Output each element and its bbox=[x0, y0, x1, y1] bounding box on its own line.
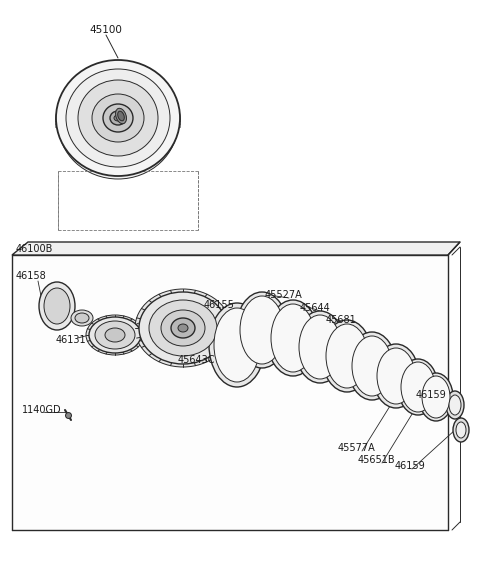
Ellipse shape bbox=[89, 317, 141, 353]
Ellipse shape bbox=[118, 111, 124, 121]
Text: 45577A: 45577A bbox=[338, 443, 376, 453]
Text: 46159: 46159 bbox=[395, 461, 426, 471]
Ellipse shape bbox=[352, 336, 392, 396]
Text: 45643C: 45643C bbox=[178, 355, 216, 365]
Ellipse shape bbox=[110, 111, 126, 125]
Text: 45681: 45681 bbox=[326, 315, 357, 325]
Ellipse shape bbox=[326, 324, 368, 388]
Ellipse shape bbox=[95, 321, 135, 349]
Ellipse shape bbox=[398, 359, 438, 415]
Polygon shape bbox=[12, 242, 460, 255]
Ellipse shape bbox=[86, 315, 144, 355]
Ellipse shape bbox=[103, 104, 133, 132]
Ellipse shape bbox=[39, 282, 75, 330]
Ellipse shape bbox=[299, 315, 341, 379]
Ellipse shape bbox=[295, 311, 345, 383]
Ellipse shape bbox=[267, 300, 319, 376]
Polygon shape bbox=[12, 255, 448, 530]
Text: 46131: 46131 bbox=[56, 335, 86, 345]
Ellipse shape bbox=[92, 94, 144, 142]
Ellipse shape bbox=[240, 296, 284, 364]
Ellipse shape bbox=[66, 69, 170, 167]
Ellipse shape bbox=[236, 292, 288, 368]
Ellipse shape bbox=[401, 362, 435, 412]
Ellipse shape bbox=[377, 348, 415, 404]
Text: 45651B: 45651B bbox=[358, 455, 396, 465]
Ellipse shape bbox=[105, 328, 125, 342]
Ellipse shape bbox=[44, 288, 70, 324]
Text: 45527A: 45527A bbox=[265, 290, 303, 300]
Ellipse shape bbox=[348, 332, 396, 400]
Ellipse shape bbox=[116, 108, 126, 124]
Ellipse shape bbox=[149, 300, 217, 356]
Ellipse shape bbox=[322, 320, 372, 392]
Ellipse shape bbox=[209, 303, 265, 387]
Ellipse shape bbox=[178, 324, 188, 332]
Ellipse shape bbox=[139, 292, 227, 364]
Ellipse shape bbox=[449, 395, 461, 415]
Ellipse shape bbox=[114, 115, 122, 121]
Ellipse shape bbox=[75, 313, 89, 323]
Ellipse shape bbox=[71, 310, 93, 326]
Ellipse shape bbox=[58, 67, 178, 179]
Ellipse shape bbox=[135, 289, 231, 367]
Text: 46100B: 46100B bbox=[16, 244, 53, 254]
Text: 46159: 46159 bbox=[416, 390, 447, 400]
Text: 46155: 46155 bbox=[204, 300, 235, 310]
Ellipse shape bbox=[419, 373, 453, 421]
Text: 45644: 45644 bbox=[300, 303, 331, 313]
Ellipse shape bbox=[161, 310, 205, 346]
Text: 45100: 45100 bbox=[90, 25, 122, 35]
Ellipse shape bbox=[422, 376, 450, 418]
Ellipse shape bbox=[446, 391, 464, 419]
Ellipse shape bbox=[453, 418, 469, 442]
Ellipse shape bbox=[373, 344, 419, 408]
Ellipse shape bbox=[456, 422, 466, 438]
Ellipse shape bbox=[78, 80, 158, 156]
Ellipse shape bbox=[214, 308, 260, 382]
Ellipse shape bbox=[271, 304, 315, 372]
Ellipse shape bbox=[56, 60, 180, 176]
Ellipse shape bbox=[171, 318, 195, 338]
Text: 1140GD: 1140GD bbox=[22, 405, 61, 415]
Text: 46158: 46158 bbox=[16, 271, 47, 281]
